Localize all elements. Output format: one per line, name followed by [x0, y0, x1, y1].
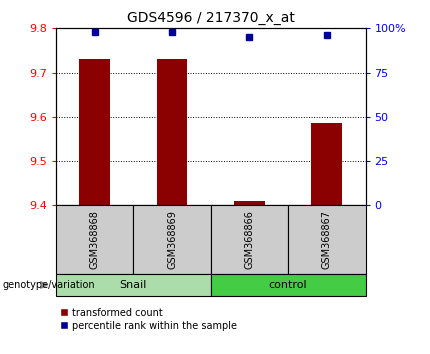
Text: GSM368869: GSM368869 — [167, 210, 177, 269]
Bar — [157, 59, 187, 205]
Text: GSM368866: GSM368866 — [244, 210, 255, 269]
Bar — [311, 124, 342, 205]
Title: GDS4596 / 217370_x_at: GDS4596 / 217370_x_at — [127, 11, 295, 24]
Text: Snail: Snail — [120, 280, 147, 290]
Text: control: control — [269, 280, 307, 290]
Text: GSM368868: GSM368868 — [89, 210, 100, 269]
Bar — [234, 201, 265, 205]
Text: genotype/variation: genotype/variation — [2, 280, 95, 290]
Legend: transformed count, percentile rank within the sample: transformed count, percentile rank withi… — [56, 304, 241, 335]
Text: GSM368867: GSM368867 — [322, 210, 332, 269]
Bar — [79, 59, 110, 205]
